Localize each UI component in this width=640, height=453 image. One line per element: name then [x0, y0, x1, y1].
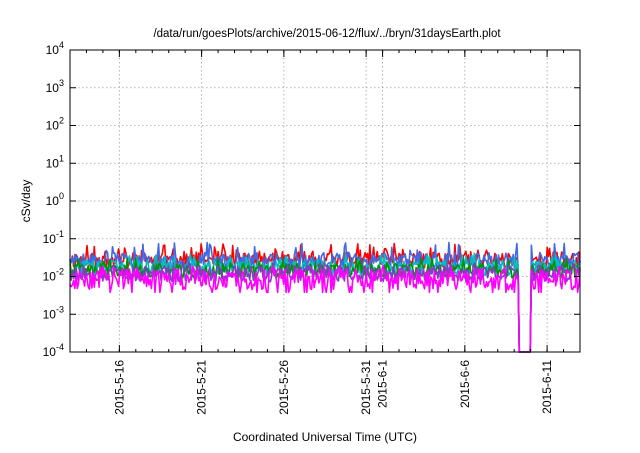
series-line — [69, 261, 581, 353]
y-tick-label: 10-3 — [43, 304, 64, 321]
y-tick-label: 10-1 — [43, 229, 64, 246]
y-tick-label: 104 — [46, 40, 64, 57]
grid — [70, 50, 580, 352]
x-tick-label: 2015-5-21 — [195, 360, 209, 415]
x-tick-label: 2015-6-6 — [458, 360, 472, 408]
y-tick-label: 10-4 — [43, 342, 64, 359]
y-tick-label: 10-2 — [43, 267, 64, 284]
x-axis-label: Coordinated Universal Time (UTC) — [233, 430, 417, 444]
x-tick-label: 2015-5-16 — [112, 360, 126, 415]
x-tick-label: 2015-6-11 — [540, 360, 554, 414]
y-axis-label: cSv/day — [19, 180, 33, 223]
x-tick-label: 2015-6-1 — [376, 360, 390, 408]
y-tick-label: 102 — [46, 116, 64, 133]
y-axis-label-group: cSv/day — [19, 180, 33, 223]
y-tick-label: 100 — [46, 191, 64, 208]
series-line — [69, 264, 581, 353]
x-tick-label: 2015-5-31 — [359, 360, 373, 415]
chart-title: /data/run/goesPlots/archive/2015-06-12/f… — [153, 28, 501, 40]
series-layer — [69, 241, 581, 353]
y-tick-label: 101 — [46, 153, 64, 170]
ticks: 10-4 10-3 10-2 10-1 100 101 102 103 104 2015-5-16… — [43, 40, 581, 415]
x-tick-label: 2015-5-26 — [277, 360, 291, 415]
y-tick-label: 103 — [46, 78, 64, 95]
